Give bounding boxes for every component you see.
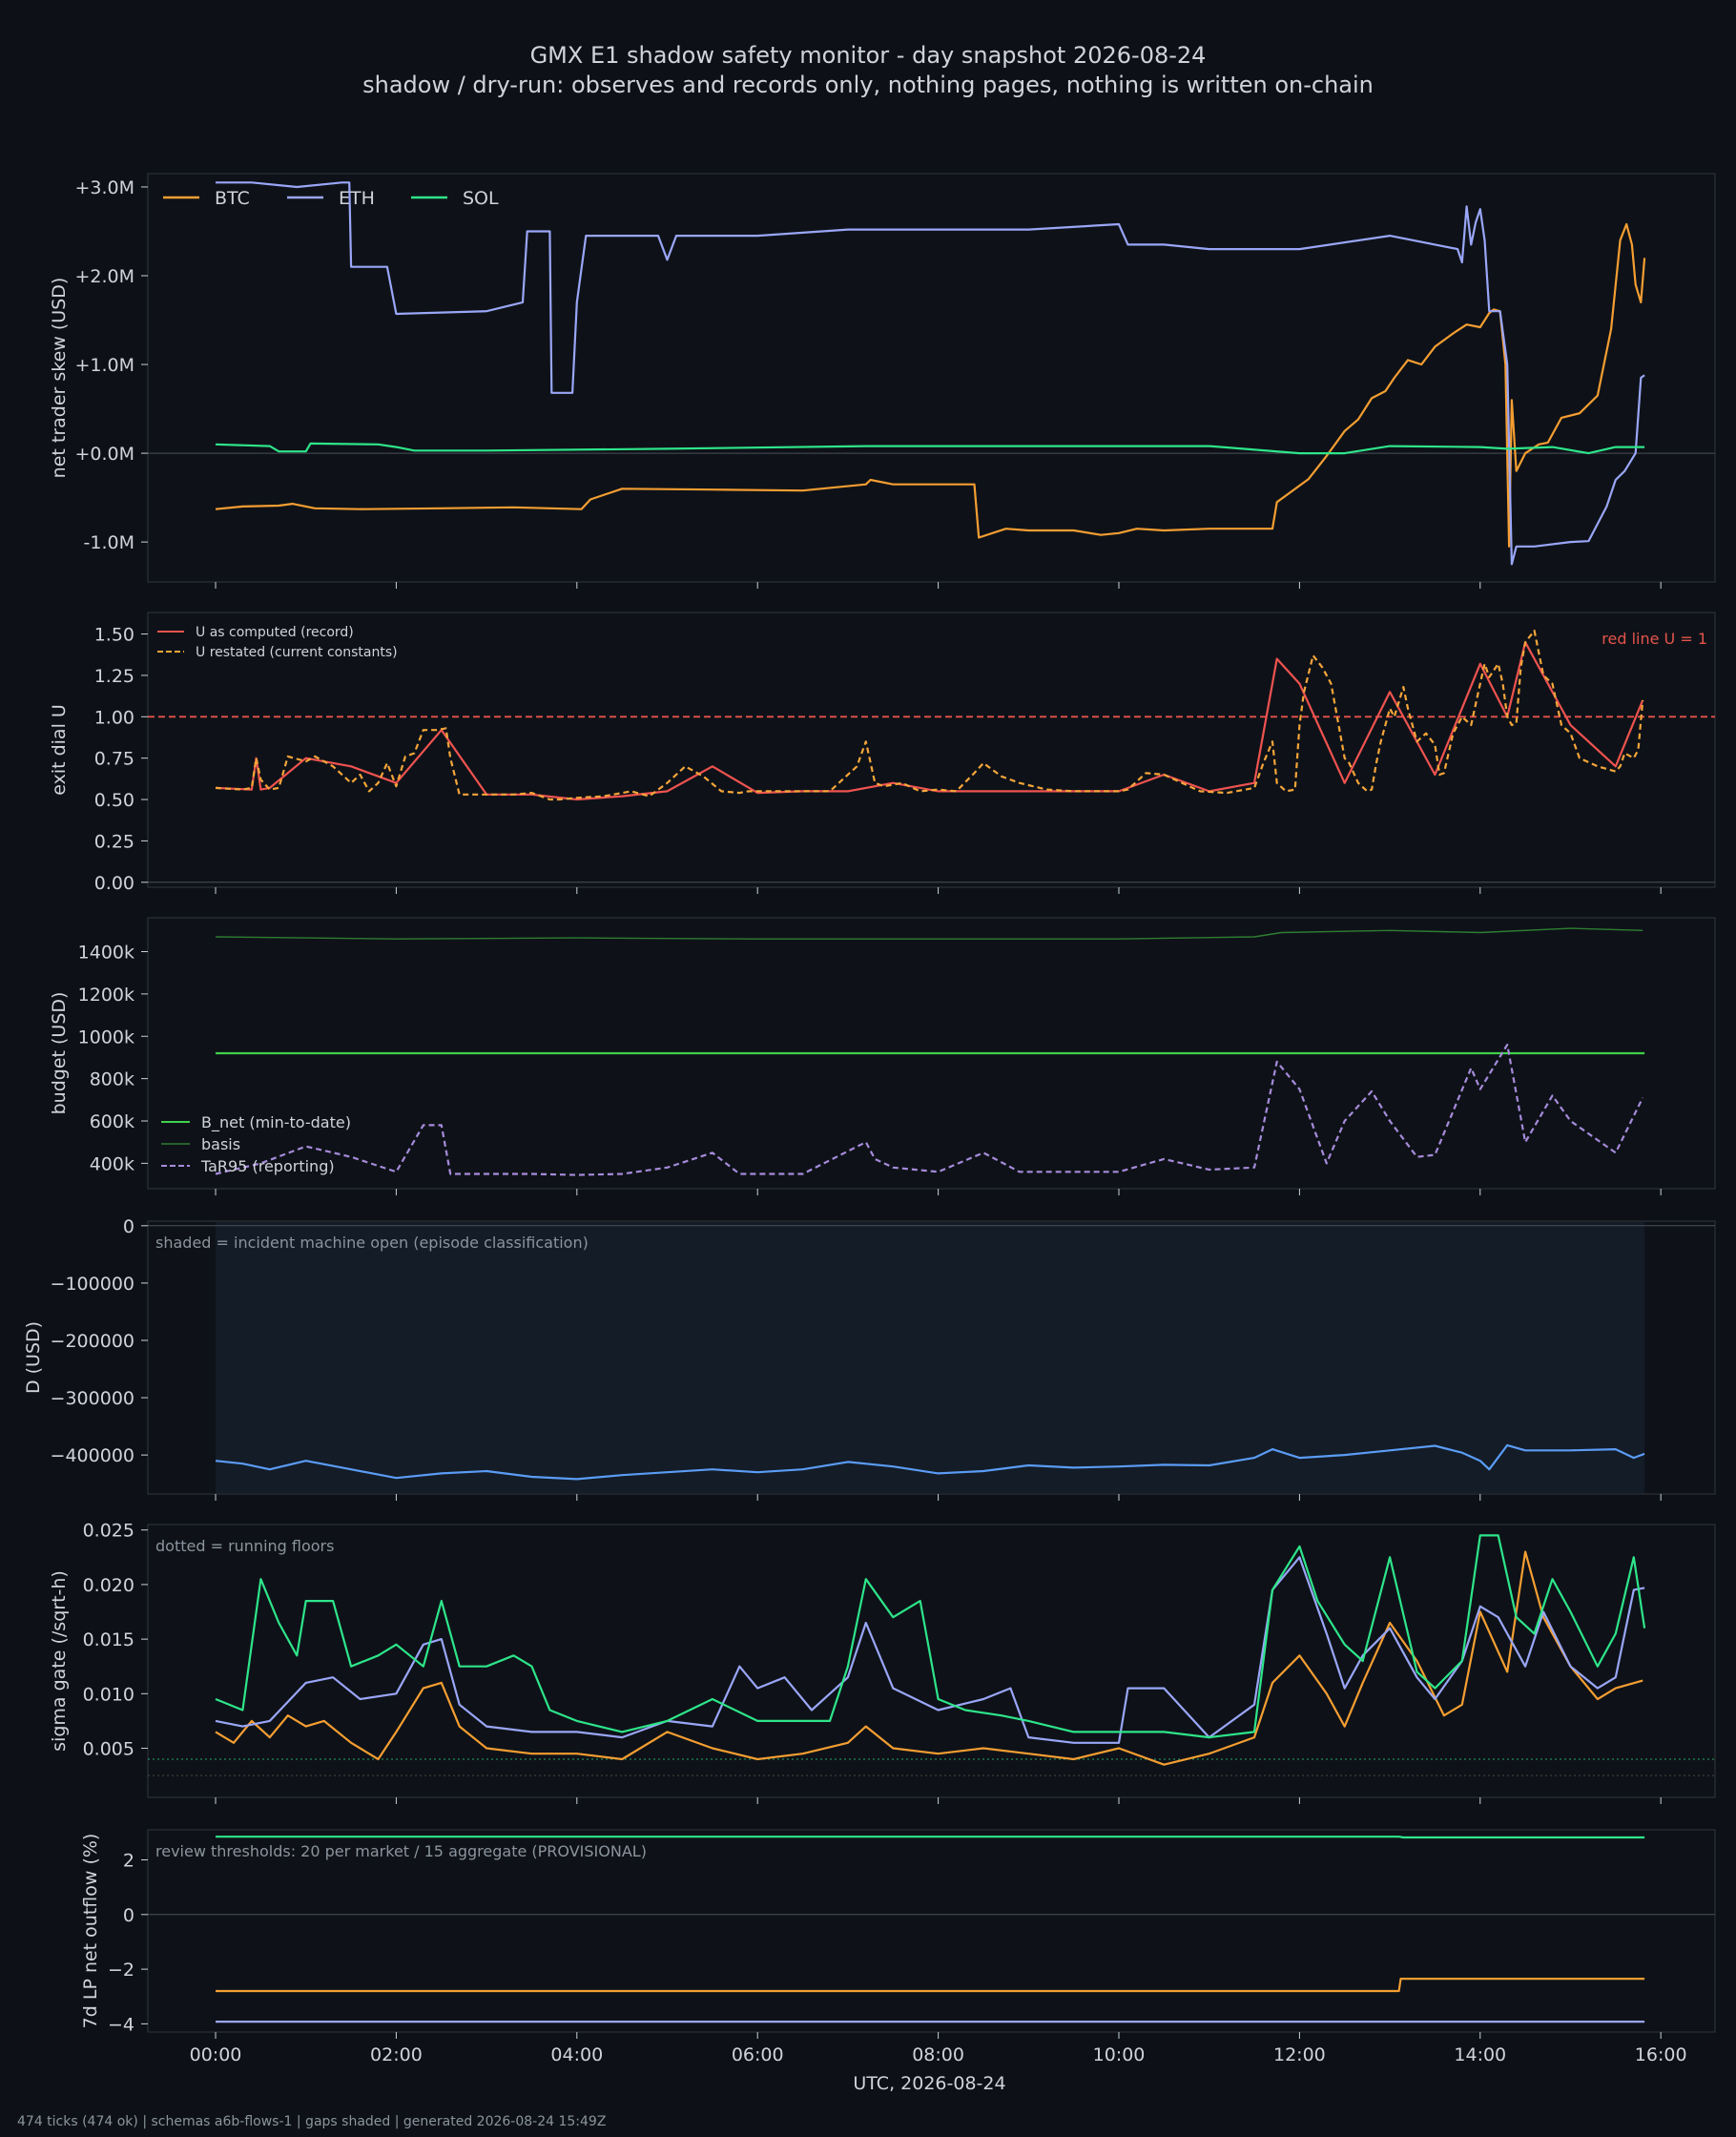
y-tick-label: -1.0M xyxy=(84,532,134,553)
y-tick-label: 1000k xyxy=(78,1027,134,1048)
y-tick-label: 0 xyxy=(123,1216,134,1237)
y-tick-label: +2.0M xyxy=(74,266,134,287)
y-tick-label: 0.75 xyxy=(94,749,134,770)
x-tick-label: 00:00 xyxy=(190,2044,242,2065)
exit_dial-plot-area xyxy=(147,612,1716,888)
figure-subtitle: shadow / dry-run: observes and records o… xyxy=(362,72,1374,98)
exit_dial-series-u-restated-current-constants- xyxy=(215,630,1644,801)
legend-label: U as computed (record) xyxy=(196,625,354,640)
y-tick-label: 1.25 xyxy=(94,666,134,687)
legend-label: B_net (min-to-date) xyxy=(201,1113,351,1132)
lp_outflow-panel: −4 −2 0 2 7d LP net outflow (%) review thresh… xyxy=(80,1829,1716,2039)
y-tick-label: 0.015 xyxy=(83,1629,134,1650)
y-tick-label: −100000 xyxy=(51,1274,134,1295)
x-tick-label: 10:00 xyxy=(1093,2044,1146,2065)
lp_outflow-plot-area xyxy=(147,1829,1716,2033)
legend-label: ETH xyxy=(339,188,375,209)
y-tick-label: −300000 xyxy=(51,1388,134,1409)
sigma_gate-panel: 0.005 0.010 0.015 0.020 0.025 sigma gate (/sq… xyxy=(49,1521,1716,1804)
y-tick-label: 1200k xyxy=(78,985,134,1006)
x-tick-label: 16:00 xyxy=(1635,2044,1687,2065)
panel-annotation: shaded = incident machine open (episode … xyxy=(155,1234,589,1252)
legend-label: BTC xyxy=(215,188,250,209)
y-tick-label: 600k xyxy=(90,1111,134,1132)
y-tick-label: −4 xyxy=(108,2014,134,2035)
y-tick-label: +1.0M xyxy=(74,355,134,376)
y-tick-label: 1.50 xyxy=(94,625,134,646)
y-tick-label: −400000 xyxy=(51,1445,134,1466)
y-axis-label: budget (USD) xyxy=(49,992,70,1115)
legend-label: basis xyxy=(201,1135,240,1153)
d_usd-series-d xyxy=(215,1443,1645,1481)
legend-label: SOL xyxy=(463,188,499,209)
lp_outflow-series-sol xyxy=(216,1836,1645,1839)
skew-series-sol xyxy=(215,442,1645,455)
x-tick-label: 12:00 xyxy=(1273,2044,1326,2065)
y-tick-label: 0.25 xyxy=(94,831,134,852)
skew-series-eth xyxy=(216,181,1645,566)
x-tick-label: 14:00 xyxy=(1454,2044,1506,2065)
x-tick-label: 06:00 xyxy=(732,2044,784,2065)
y-tick-label: 0 xyxy=(123,1905,134,1926)
lp_outflow-series-btc xyxy=(216,1978,1645,1993)
d_usd-plot-area xyxy=(147,1220,1716,1495)
y-tick-label: 1.00 xyxy=(94,707,134,728)
budget-series-basis xyxy=(215,927,1643,940)
y-tick-label: −200000 xyxy=(51,1331,134,1352)
y-tick-label: 0.50 xyxy=(94,790,134,811)
footer-status: 474 ticks (474 ok) | schemas a6b-flows-1… xyxy=(17,2114,606,2129)
sigma_gate-series-sol xyxy=(215,1534,1646,1739)
budget-series-tar95-reporting- xyxy=(215,1044,1644,1176)
y-tick-label: 800k xyxy=(90,1069,134,1090)
panel-annotation: review thresholds: 20 per market / 15 ag… xyxy=(155,1842,647,1860)
y-axis-label: D (USD) xyxy=(23,1321,44,1394)
y-tick-label: 0.020 xyxy=(83,1575,134,1596)
legend-label: TaR95 (reporting) xyxy=(200,1157,335,1175)
skew-series-btc xyxy=(215,222,1646,548)
skew-plot-area xyxy=(147,173,1716,583)
y-axis-label: exit dial U xyxy=(49,704,70,796)
y-axis-label: net trader skew (USD) xyxy=(49,278,70,479)
exit_dial-series-u-as-computed-record- xyxy=(215,641,1644,801)
y-tick-label: 0.00 xyxy=(94,873,134,894)
budget-panel: 400k 600k 800k 1000k 1200k 1400k budget (USD) B… xyxy=(49,917,1716,1195)
y-tick-label: 1400k xyxy=(78,943,134,964)
red-line-annotation: red line U = 1 xyxy=(1602,630,1707,648)
sigma_gate-series-btc xyxy=(215,1550,1643,1766)
sigma_gate-series-eth xyxy=(215,1556,1645,1744)
y-tick-label: 2 xyxy=(123,1851,134,1872)
d_usd-panel: 0 −100000 −200000 −300000 −400000 D (USD) shad… xyxy=(23,1216,1716,1501)
x-tick-label: 02:00 xyxy=(370,2044,423,2065)
y-tick-label: 0.025 xyxy=(83,1521,134,1542)
panel-annotation: dotted = running floors xyxy=(155,1537,334,1555)
y-tick-label: 0.010 xyxy=(83,1684,134,1705)
y-tick-label: 0.005 xyxy=(83,1739,134,1760)
exit_dial-panel: 0.00 0.25 0.50 0.75 1.00 1.25 1.50 exit dial U r… xyxy=(49,612,1716,894)
y-tick-label: −2 xyxy=(108,1960,134,1981)
figure-title: GMX E1 shadow safety monitor - day snaps… xyxy=(530,42,1207,69)
y-tick-label: +0.0M xyxy=(74,444,134,465)
y-tick-label: 400k xyxy=(90,1153,134,1174)
x-tick-label: 08:00 xyxy=(912,2044,964,2065)
y-tick-label: +3.0M xyxy=(74,177,134,198)
x-axis-label: UTC, 2026-08-24 xyxy=(853,2073,1005,2094)
x-tick-label: 04:00 xyxy=(550,2044,603,2065)
y-axis-label: sigma gate (/sqrt-h) xyxy=(49,1570,70,1752)
skew-panel: -1.0M +0.0M +1.0M +2.0M +3.0M net trader skew… xyxy=(49,173,1716,589)
y-axis-label: 7d LP net outflow (%) xyxy=(80,1834,101,2029)
incident-shade xyxy=(216,1222,1645,1493)
legend-label: U restated (current constants) xyxy=(196,645,398,660)
